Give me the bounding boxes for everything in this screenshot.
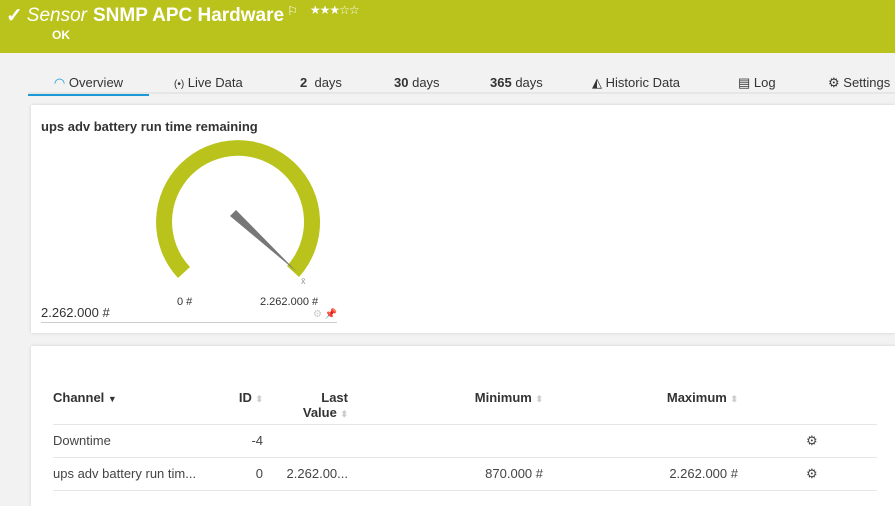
area-chart-icon: ◭ [592, 75, 602, 90]
sensor-header: ✓ Sensor SNMP APC Hardware ⚐ ★★★☆☆ OK [0, 0, 895, 53]
gauge-min-label: 0 # [177, 296, 193, 308]
status-text: OK [52, 28, 70, 42]
table-row[interactable]: Downtime -4 ⚙ [53, 424, 877, 458]
channel-id: 0 [203, 457, 263, 491]
table-header: Channel ▼ ID ⬍ Last Value ⬍ Minimum ⬍ Max… [53, 386, 877, 425]
col-channel[interactable]: Channel ▼ [53, 386, 203, 425]
gauge-title: ups adv battery run time remaining [41, 119, 258, 134]
gear-icon[interactable]: ⚙ [313, 309, 322, 320]
sensor-title: SNMP APC Hardware [92, 5, 285, 26]
channel-name[interactable]: Downtime [53, 424, 203, 458]
tab-settings[interactable]: ⚙ Settings [828, 75, 891, 90]
tab-bar: ◠ Overview (•) Live Data 2 days 30 days … [28, 70, 895, 96]
col-id[interactable]: ID ⬍ [203, 386, 263, 425]
tab-2-days[interactable]: 2 days [300, 75, 342, 90]
gauge-arc [156, 140, 321, 278]
list-icon: ▤ [738, 75, 751, 90]
channel-maximum: 2.262.000 # [543, 457, 738, 491]
tab-live-data[interactable]: (•) Live Data [174, 75, 243, 90]
tab-365-days[interactable]: 365 days [490, 75, 543, 90]
gauge-panel [31, 105, 895, 333]
channel-last-value [263, 424, 348, 458]
channel-name[interactable]: ups adv battery run tim... [53, 457, 203, 491]
gauge-max-label: 2.262.000 # [260, 296, 319, 308]
sensor-title-line: ✓ Sensor SNMP APC Hardware ⚐ ★★★☆☆ [6, 3, 360, 28]
tab-30-days[interactable]: 30 days [394, 75, 440, 90]
gauge-needle [230, 210, 297, 272]
sort-icon: ⬍ [340, 409, 348, 419]
sort-icon: ⬍ [255, 394, 263, 404]
col-maximum[interactable]: Maximum ⬍ [543, 386, 738, 425]
channel-last-value: 2.262.00... [263, 457, 348, 491]
gauge-mean-mark: x̄ [301, 276, 306, 286]
tab-overview[interactable]: ◠ Overview [28, 75, 149, 96]
broadcast-icon: (•) [174, 79, 185, 90]
sort-desc-icon: ▼ [107, 394, 117, 404]
channel-id: -4 [203, 424, 263, 458]
sort-icon: ⬍ [535, 394, 543, 404]
col-last-value[interactable]: Last Value ⬍ [263, 386, 348, 425]
check-icon: ✓ [6, 5, 23, 27]
channel-minimum: 870.000 # [348, 457, 543, 491]
channel-maximum [543, 424, 738, 458]
table-row[interactable]: ups adv battery run tim... 0 2.262.00...… [53, 457, 877, 491]
channel-settings-icon[interactable]: ⚙ [738, 457, 877, 491]
channel-table: Channel ▼ ID ⬍ Last Value ⬍ Minimum ⬍ Max… [53, 386, 877, 491]
gauge-divider [41, 322, 337, 323]
gear-icon: ⚙ [828, 75, 840, 90]
gauge-icon: ◠ [53, 75, 66, 90]
channel-minimum [348, 424, 543, 458]
gauge-value: 2.262.000 # [41, 305, 110, 320]
pin-icon[interactable]: 📌 [324, 309, 338, 320]
gauge-tools: ⚙ 📌 [313, 309, 337, 320]
tab-log[interactable]: ▤ Log [738, 75, 776, 90]
channel-settings-icon[interactable]: ⚙ [738, 424, 877, 458]
sort-icon: ⬍ [730, 394, 738, 404]
sensor-prefix: Sensor [26, 5, 87, 26]
tab-historic-data[interactable]: ◭ Historic Data [592, 75, 681, 90]
flag-icon[interactable]: ⚐ [287, 4, 298, 18]
col-minimum[interactable]: Minimum ⬍ [348, 386, 543, 425]
priority-stars[interactable]: ★★★☆☆ [309, 3, 360, 17]
